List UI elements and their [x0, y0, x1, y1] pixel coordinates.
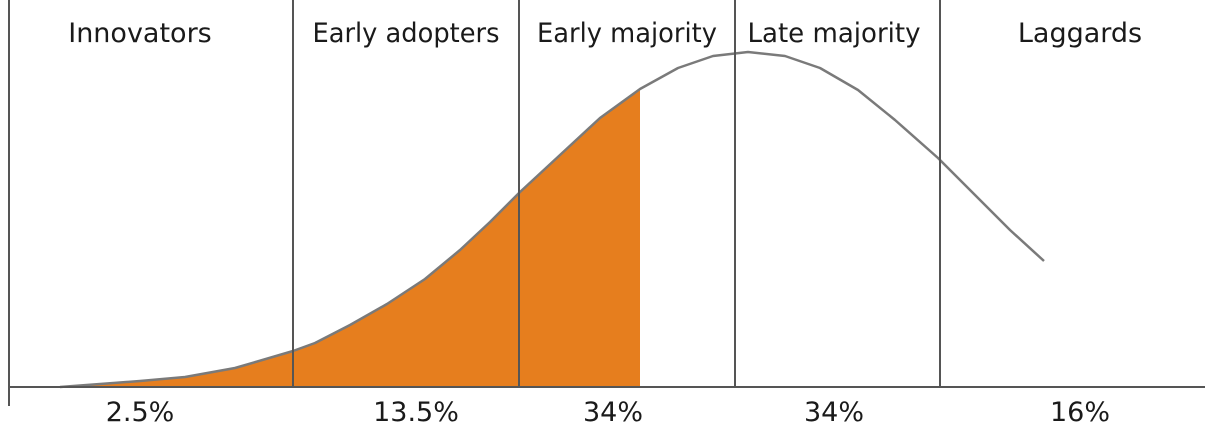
share-early-adopters: 13.5%	[373, 397, 459, 426]
segment-label-early-adopters: Early adopters	[313, 18, 500, 49]
share-laggards: 16%	[1050, 397, 1110, 426]
share-early-majority: 34%	[583, 397, 643, 426]
share-late-majority: 34%	[804, 397, 864, 426]
segment-label-laggards: Laggards	[1018, 18, 1142, 49]
bell-curve-line	[59, 50, 1045, 389]
segment-label-late-majority: Late majority	[748, 18, 921, 49]
adopted-area-fill	[60, 89, 640, 387]
segment-label-innovators: Innovators	[68, 18, 212, 49]
segment-label-early-majority: Early majority	[537, 18, 717, 49]
share-innovators: 2.5%	[106, 397, 175, 426]
